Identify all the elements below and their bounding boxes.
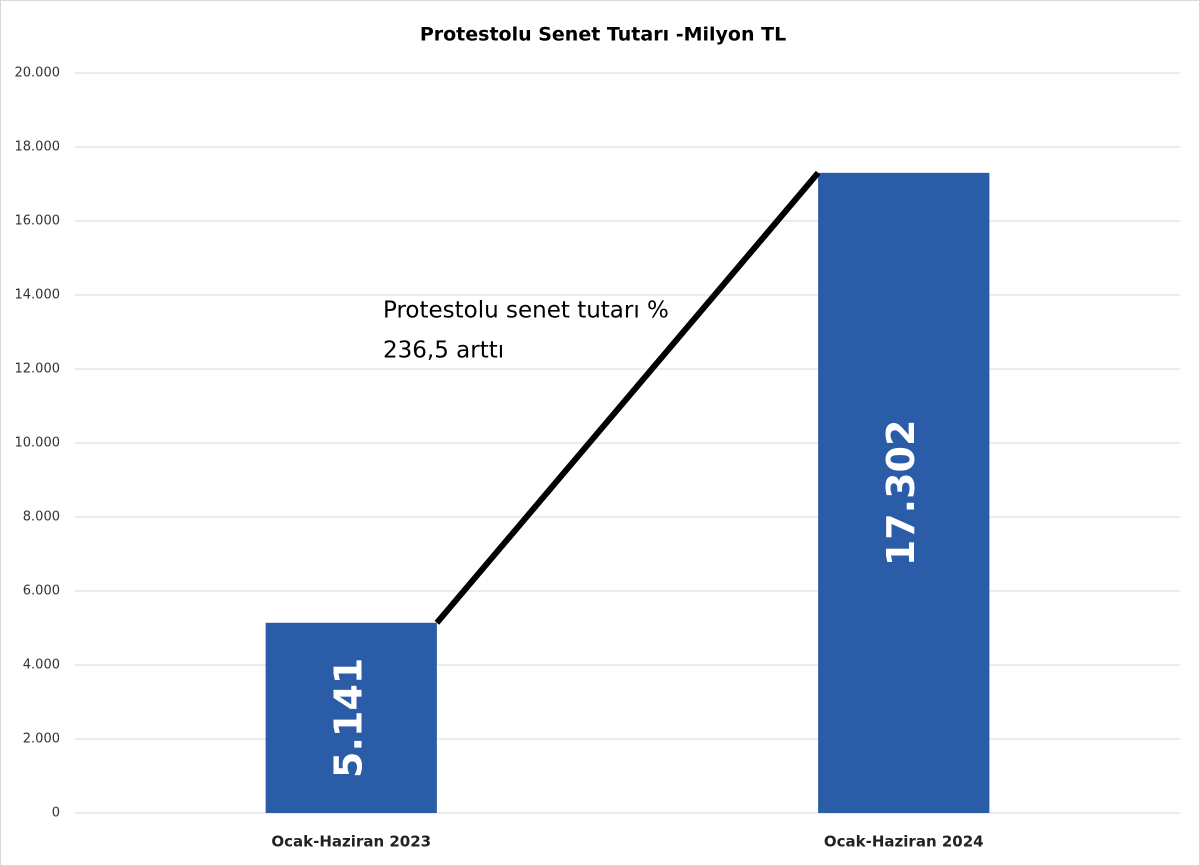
value-label: 17.302 [879, 420, 923, 567]
y-tick-label: 12.000 [15, 362, 61, 377]
y-tick-label: 14.000 [15, 288, 61, 303]
x-tick-label: Ocak-Haziran 2024 [824, 833, 984, 851]
x-tick-label: Ocak-Haziran 2023 [271, 833, 431, 851]
bar [265, 622, 437, 813]
y-tick-label: 18.000 [15, 140, 61, 155]
y-tick-label: 4.000 [23, 658, 60, 673]
y-tick-label: 8.000 [23, 510, 60, 525]
y-tick-label: 2.000 [23, 732, 60, 747]
y-tick-label: 6.000 [23, 584, 60, 599]
annotation: Protestolu senet tutarı % [383, 298, 669, 324]
y-tick-label: 20.000 [15, 66, 61, 81]
y-tick-label: 16.000 [15, 214, 61, 229]
value-label: 5.141 [327, 658, 371, 778]
annotation: 236,5 arttı [383, 338, 504, 364]
y-tick-label: 0 [52, 806, 60, 821]
bar [818, 172, 990, 814]
connector-line [434, 170, 821, 625]
chart-title: Protestolu Senet Tutarı -Milyon TL [420, 24, 786, 46]
y-tick-label: 10.000 [15, 436, 61, 451]
